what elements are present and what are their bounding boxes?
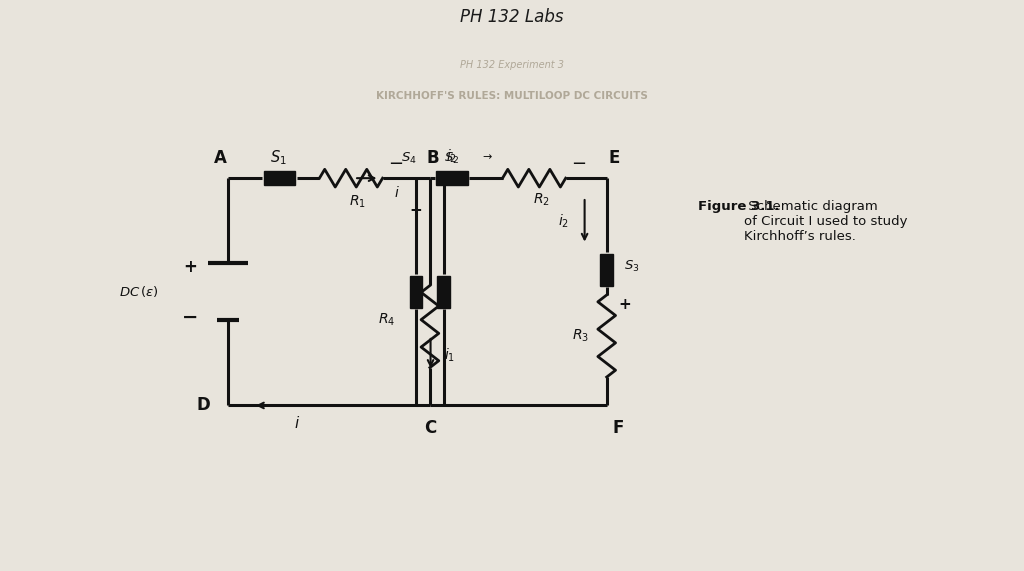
Bar: [600, 254, 613, 286]
Text: $-$: $-$: [570, 154, 586, 171]
Text: PH 132 Experiment 3: PH 132 Experiment 3: [460, 59, 564, 70]
Text: $R_1$: $R_1$: [349, 194, 366, 210]
Text: $S_4$: $S_4$: [400, 150, 417, 166]
Text: +: +: [410, 203, 423, 219]
Text: C: C: [424, 419, 436, 437]
Text: Schematic diagram
of Circuit I used to study
Kirchhoff’s rules.: Schematic diagram of Circuit I used to s…: [743, 200, 907, 243]
Text: $i_2$: $i_2$: [446, 147, 458, 165]
Text: D: D: [197, 396, 210, 415]
Text: $i_2$: $i_2$: [558, 212, 568, 230]
Bar: [264, 171, 296, 185]
Text: $S_3$: $S_3$: [625, 259, 640, 274]
Text: PH 132 Labs: PH 132 Labs: [460, 8, 564, 26]
Text: $R_3$: $R_3$: [572, 328, 589, 344]
Text: +: +: [183, 258, 197, 276]
Bar: [436, 171, 468, 185]
Text: $DC\,(\varepsilon)$: $DC\,(\varepsilon)$: [119, 284, 159, 299]
Text: $i_1$: $i_1$: [443, 346, 455, 364]
Text: $i$: $i$: [294, 415, 300, 431]
Text: A: A: [214, 149, 226, 167]
Text: Figure 3.1.: Figure 3.1.: [698, 200, 780, 213]
Text: $S_2$: $S_2$: [443, 150, 459, 166]
Text: $\rightarrow$: $\rightarrow$: [480, 151, 494, 161]
Bar: [437, 276, 451, 308]
Text: −: −: [182, 308, 199, 327]
Bar: [410, 276, 422, 308]
Text: B: B: [427, 149, 439, 167]
Text: $-$: $-$: [388, 154, 402, 171]
Text: E: E: [608, 149, 620, 167]
Text: $R_2$: $R_2$: [534, 192, 550, 208]
Text: F: F: [612, 419, 624, 437]
Text: KIRCHHOFF'S RULES: MULTILOOP DC CIRCUITS: KIRCHHOFF'S RULES: MULTILOOP DC CIRCUITS: [376, 91, 648, 101]
Text: +: +: [618, 297, 631, 312]
Text: $S_1$: $S_1$: [270, 148, 287, 167]
Text: $i$: $i$: [393, 185, 399, 200]
Text: $R_4$: $R_4$: [378, 312, 395, 328]
